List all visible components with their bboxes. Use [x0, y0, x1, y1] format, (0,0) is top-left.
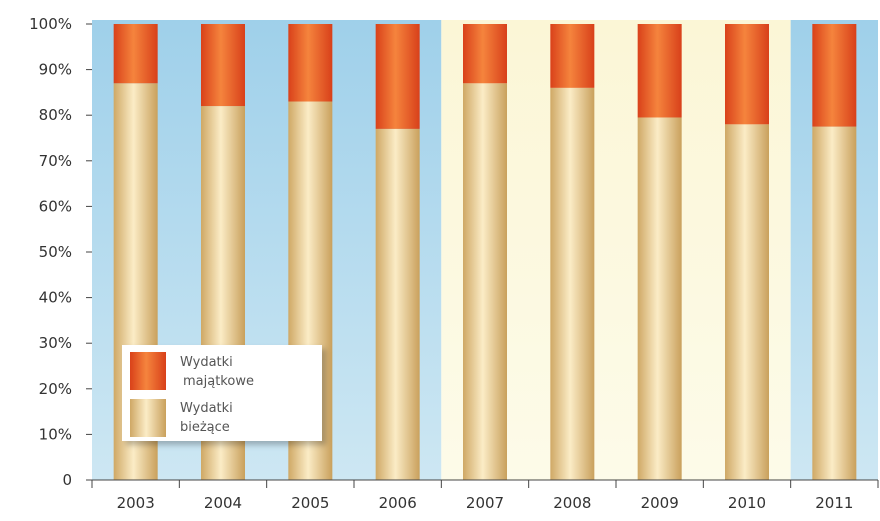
bar-segment-majatkowe — [201, 24, 245, 107]
x-tick-label: 2006 — [379, 494, 417, 512]
y-tick-label: 10% — [39, 425, 72, 443]
y-tick-label: 50% — [39, 243, 72, 261]
y-tick-label: 100% — [29, 15, 72, 33]
x-tick-label: 2009 — [641, 494, 679, 512]
y-tick-label: 70% — [39, 152, 72, 170]
x-tick-label: 2008 — [553, 494, 591, 512]
bar-segment-biezace — [463, 83, 507, 480]
x-tick-label: 2011 — [815, 494, 853, 512]
x-tick-label: 2003 — [117, 494, 155, 512]
y-axis: 0 10% 20% 30% 40% 50% 60% 70% 80% 90% 100% — [29, 15, 92, 489]
bar-segment-majatkowe — [725, 24, 769, 125]
y-tick-label: 60% — [39, 197, 72, 215]
legend-label-biezace-line2: bieżące — [180, 420, 230, 435]
y-tick-label: 40% — [39, 289, 72, 307]
legend-label-majatkowe-line1: Wydatki — [180, 355, 233, 370]
bar-segment-majatkowe — [637, 24, 682, 118]
bar-segment-majatkowe — [550, 24, 595, 88]
bar-segment-biezace — [550, 87, 595, 480]
bar-segment-majatkowe — [113, 24, 158, 84]
legend-label-biezace-line1: Wydatki — [180, 401, 233, 416]
legend-label-majatkowe-line2: majątkowe — [183, 374, 254, 389]
y-tick-label: 80% — [39, 106, 72, 124]
x-tick-label: 2010 — [728, 494, 766, 512]
x-axis: 2003 2004 2005 2006 2007 2008 2009 2010 2011 — [91, 479, 879, 512]
y-tick-label: 90% — [39, 61, 72, 79]
bar-segment-biezace — [725, 124, 769, 480]
bar-segment-biezace — [375, 128, 420, 480]
x-tick-label: 2007 — [466, 494, 504, 512]
y-tick-label: 20% — [39, 380, 72, 398]
bar-segment-biezace — [637, 117, 682, 480]
bar-segment-majatkowe — [463, 24, 507, 84]
legend: Wydatki majątkowe Wydatki bieżące — [122, 345, 322, 441]
y-tick-label: 0 — [62, 471, 72, 489]
bar-segment-majatkowe — [288, 24, 333, 102]
bar-segment-majatkowe — [375, 24, 420, 129]
y-tick-label: 30% — [39, 334, 72, 352]
x-tick-label: 2004 — [204, 494, 242, 512]
legend-swatch-majatkowe — [130, 352, 166, 390]
bar-segment-biezace — [812, 126, 857, 480]
legend-swatch-biezace — [130, 399, 166, 437]
bar-segment-majatkowe — [812, 24, 857, 127]
x-tick-label: 2005 — [291, 494, 329, 512]
